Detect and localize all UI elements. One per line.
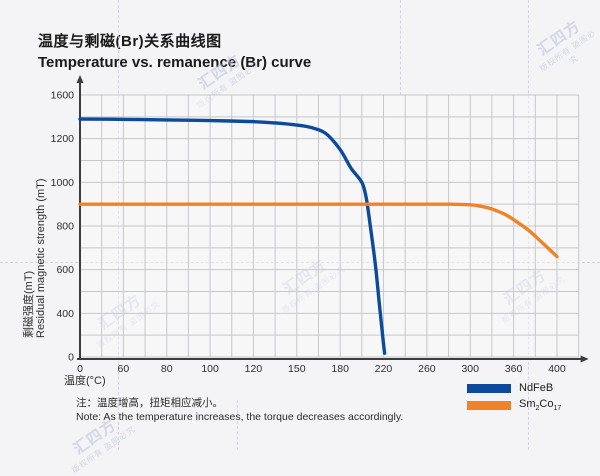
- page-title-en: Temperature vs. remanence (Br) curve: [38, 54, 312, 71]
- x-tick-label: 220: [375, 363, 393, 375]
- footnote-cn: 注：温度增高，扭矩相应减小。: [76, 397, 223, 409]
- x-tick-label: 0: [77, 363, 83, 375]
- footnote: 注：温度增高，扭矩相应减小。 Note: As the temperature …: [76, 395, 403, 423]
- x-axis-title: 温度(°C): [64, 375, 106, 387]
- y-tick-label: 400: [56, 308, 74, 320]
- curve-ndfeb: [78, 117, 387, 355]
- x-axis-arrow: [580, 355, 589, 363]
- x-tick-label: 400: [548, 363, 566, 375]
- y-axis-title-en: Residual magnetic strength (mT): [35, 178, 47, 338]
- x-tick-label: 180: [331, 363, 349, 375]
- legend-label-ndfeb: NdFeB: [519, 382, 554, 394]
- x-tick-label: 120: [245, 363, 263, 375]
- y-axis-arrow: [76, 75, 84, 83]
- x-tick-label: 150: [288, 363, 306, 375]
- footnote-en: Note: As the temperature increases, the …: [76, 411, 404, 423]
- y-tick-label: 1200: [51, 133, 75, 145]
- x-tick-label: 60: [118, 363, 130, 375]
- legend-label-sm2co17: Sm2Co17: [519, 398, 562, 413]
- sm2co17-color-swatch: [467, 400, 511, 410]
- y-tick-label: 800: [56, 221, 74, 233]
- x-tick-label: 360: [505, 363, 523, 375]
- y-tick-label: 600: [56, 264, 74, 276]
- y-tick-label: 1600: [51, 90, 75, 102]
- x-tick-label: 100: [201, 363, 219, 375]
- chart-header: 温度与剩磁(Br)关系曲线图 Temperature vs. remanence…: [38, 30, 311, 71]
- y-axis-title-cn: 剩磁强度(mT): [23, 270, 35, 338]
- legend-item-sm2co17: Sm2Co17: [467, 398, 561, 412]
- y-tick-label: 0: [68, 352, 74, 364]
- x-tick-label: 260: [418, 363, 436, 375]
- curve-sm2co17: [78, 202, 559, 259]
- y-tick-label: 1000: [51, 177, 75, 189]
- chart-legend: NdFeB Sm2Co17: [467, 382, 561, 416]
- x-tick-label: 80: [161, 363, 173, 375]
- legend-item-ndfeb: NdFeB: [467, 382, 561, 394]
- ndfeb-color-swatch: [467, 383, 511, 393]
- x-tick-label: 300: [461, 363, 479, 375]
- page-title-cn: 温度与剩磁(Br)关系曲线图: [38, 33, 222, 50]
- chart-canvas: 0 400 600 800 1000 1200 1600 0 60 80 100 120 150 180 2…: [51, 75, 589, 375]
